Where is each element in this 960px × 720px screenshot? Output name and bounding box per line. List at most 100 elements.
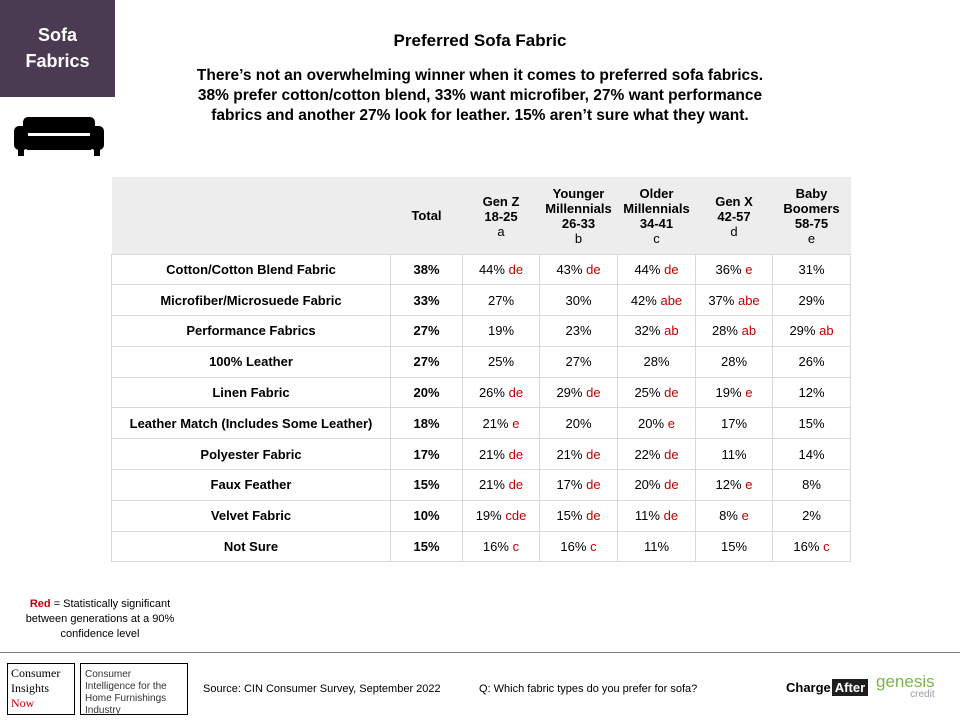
table-row: 100% Leather 27% 25% 27% 28% 28% 26%: [111, 345, 851, 378]
value-cell: 22% de: [617, 438, 696, 471]
significance-letters: de: [508, 477, 524, 493]
cell-value: 20%: [634, 477, 661, 493]
cell-value: 19%: [715, 385, 742, 401]
cell-value: 21%: [482, 415, 509, 431]
value-cell: 8% e: [695, 499, 773, 532]
significance-letters: de: [508, 261, 524, 277]
value-cell: 19% e: [695, 376, 773, 409]
row-label: Faux Feather: [111, 469, 391, 501]
value-cell: 32% ab: [617, 315, 696, 347]
significance-letters: e: [745, 477, 753, 493]
value-cell: 21% de: [539, 438, 618, 471]
total-cell: 10%: [390, 499, 463, 532]
table-body: Cotton/Cotton Blend Fabric 38% 44% de 43% d…: [111, 253, 851, 563]
logo-line: Insights: [11, 681, 50, 695]
table-row: Cotton/Cotton Blend Fabric 38% 44% de 43% d…: [111, 253, 851, 286]
value-cell: 44% de: [462, 253, 540, 286]
cell-value: 11%: [643, 539, 670, 555]
cell-value: 15%: [720, 539, 748, 555]
value-cell: 12% e: [695, 469, 773, 501]
significance-letters: c: [590, 539, 597, 555]
significance-letters: ab: [741, 323, 757, 339]
cin-logo: Consumer Insights Now: [7, 663, 75, 715]
significance-letters: c: [823, 539, 830, 555]
value-cell: 25% de: [617, 376, 696, 409]
genesis-text: genesis: [876, 672, 935, 691]
cell-value: 37%: [708, 292, 735, 308]
value-cell: 21% de: [462, 469, 540, 501]
total-cell: 15%: [390, 469, 463, 501]
source-note: Source: CIN Consumer Survey, September 2…: [203, 683, 441, 695]
value-cell: 15%: [772, 407, 851, 440]
credit-text: credit: [910, 689, 935, 700]
header-line: Total: [411, 207, 442, 223]
table-row: Performance Fabrics 27% 19% 23% 32% ab 28% ab…: [111, 315, 851, 347]
cell-value: 27%: [487, 292, 515, 308]
header-blank: [111, 177, 391, 254]
value-cell: 14%: [772, 438, 851, 471]
significance-letters: de: [586, 477, 601, 493]
row-label: Polyester Fabric: [111, 438, 391, 471]
cell-value: 19%: [487, 323, 515, 339]
header-letter: e: [807, 231, 816, 247]
section-tag: Sofa Fabrics: [0, 0, 115, 97]
significance-letters: de: [664, 385, 679, 401]
cell-value: 14%: [798, 446, 825, 462]
significance-letters: e: [741, 508, 749, 524]
cell-value: 22%: [634, 446, 661, 462]
page-title: Preferred Sofa Fabric: [393, 31, 567, 50]
value-cell: 19% cde: [462, 499, 540, 532]
chargeafter-logo: Charge After: [786, 679, 869, 696]
header-line: 26-33: [561, 216, 596, 232]
header-cell: Total: [390, 177, 463, 254]
row-label: Cotton/Cotton Blend Fabric: [111, 253, 391, 286]
significance-letters: de: [508, 446, 524, 462]
header-line: 18-25: [484, 208, 518, 224]
value-cell: 11% de: [617, 499, 696, 532]
section-tag-line1: Sofa: [37, 25, 77, 45]
significance-letters: de: [663, 508, 679, 524]
cell-value: 29%: [798, 292, 825, 308]
significance-letters: ab: [819, 323, 834, 339]
header-letter: c: [653, 231, 660, 247]
value-cell: 36% e: [695, 253, 773, 286]
cell-value: 31%: [798, 261, 825, 277]
value-cell: 11%: [695, 438, 773, 471]
value-cell: 20%: [539, 407, 618, 440]
header-line: Boomers: [783, 201, 840, 217]
cell-value: 43%: [556, 261, 583, 277]
row-label: Performance Fabrics: [111, 315, 391, 347]
header-cell: Gen X 42-57 d: [695, 177, 773, 254]
cell-value: 2%: [802, 508, 821, 524]
cell-value: 29%: [556, 385, 583, 401]
significance-letters: de: [664, 261, 679, 277]
header-line: 42-57: [717, 208, 751, 224]
cell-value: 15%: [556, 508, 583, 524]
cell-value: 11%: [721, 446, 747, 462]
value-cell: 28%: [617, 345, 696, 378]
subtitle-line: 38% prefer cotton/cotton blend, 33% want…: [197, 87, 763, 104]
value-cell: 31%: [772, 253, 851, 286]
value-cell: 15% de: [539, 499, 618, 532]
value-cell: 20% de: [617, 469, 696, 501]
cell-value: 12%: [798, 385, 825, 401]
significance-letters: ab: [664, 323, 679, 339]
cell-value: 29%: [789, 323, 816, 339]
cell-value: 26%: [478, 385, 505, 401]
cell-value: 8%: [802, 477, 821, 493]
header-cell: Baby Boomers 58-75 e: [772, 177, 851, 254]
header-letter: b: [574, 231, 583, 247]
value-cell: 27%: [462, 284, 540, 317]
footer-divider: [0, 652, 960, 653]
cell-value: 16%: [482, 539, 509, 555]
value-cell: 23%: [539, 315, 618, 347]
cell-value: 8%: [719, 508, 738, 524]
table-row: Not Sure 15% 16% c 16% c 11% 15% 16% c: [111, 530, 851, 563]
significance-letters: e: [745, 385, 753, 401]
logo-line: Now: [11, 696, 35, 710]
header-line: Millennials: [623, 201, 690, 217]
fabric-preference-table: Total Gen Z 18-25 a Younger Millennials 26-33 b…: [111, 177, 851, 563]
value-cell: 17%: [695, 407, 773, 440]
header-cell: Gen Z 18-25 a: [462, 177, 540, 254]
significance-letters: c: [512, 539, 520, 555]
